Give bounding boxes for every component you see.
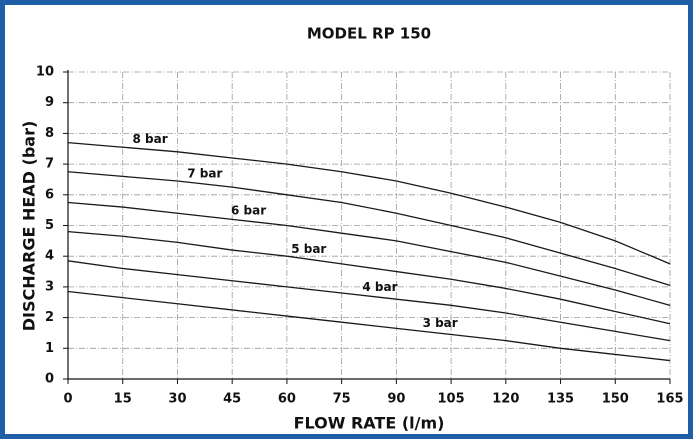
x-tick-label: 105 <box>438 392 465 407</box>
y-tick-label: 5 <box>45 218 54 233</box>
series-line <box>67 290 671 362</box>
x-tick-label: 150 <box>602 392 629 407</box>
chart-title: MODEL RP 150 <box>307 25 431 43</box>
series-label: 3 bar <box>423 316 458 330</box>
series-line <box>67 260 671 342</box>
series-label: 4 bar <box>362 280 397 294</box>
series-line <box>67 141 671 265</box>
y-tick-label: 6 <box>45 187 54 202</box>
x-tick-label: 75 <box>333 392 351 407</box>
x-tick-label: 60 <box>278 392 296 407</box>
series-label: 6 bar <box>231 204 266 218</box>
series-label: 5 bar <box>291 242 326 256</box>
x-tick-label: 165 <box>656 392 683 407</box>
y-tick-label: 2 <box>45 310 54 325</box>
y-tick-label: 4 <box>45 249 54 264</box>
x-tick-label: 90 <box>387 392 405 407</box>
x-tick-label: 30 <box>168 392 186 407</box>
x-tick-label: 45 <box>223 392 241 407</box>
x-tick-label: 120 <box>492 392 519 407</box>
series-line <box>67 230 671 325</box>
series-label: 7 bar <box>187 167 222 181</box>
series-line <box>67 171 671 286</box>
x-tick-label: 15 <box>114 392 132 407</box>
series-label: 8 bar <box>133 132 168 146</box>
x-tick-label: 135 <box>547 392 574 407</box>
x-tick-label: 0 <box>63 392 72 407</box>
y-axis-label: DISCHARGE HEAD (bar) <box>20 121 39 332</box>
series-line <box>67 201 671 306</box>
y-tick-label: 3 <box>45 279 54 294</box>
y-tick-label: 10 <box>36 65 54 80</box>
y-tick-label: 8 <box>45 126 54 141</box>
x-axis-label: FLOW RATE (l/m) <box>294 414 445 433</box>
y-tick-label: 1 <box>45 341 54 356</box>
y-tick-label: 0 <box>45 372 54 387</box>
y-tick-label: 7 <box>45 157 54 172</box>
y-tick-label: 9 <box>45 95 54 110</box>
